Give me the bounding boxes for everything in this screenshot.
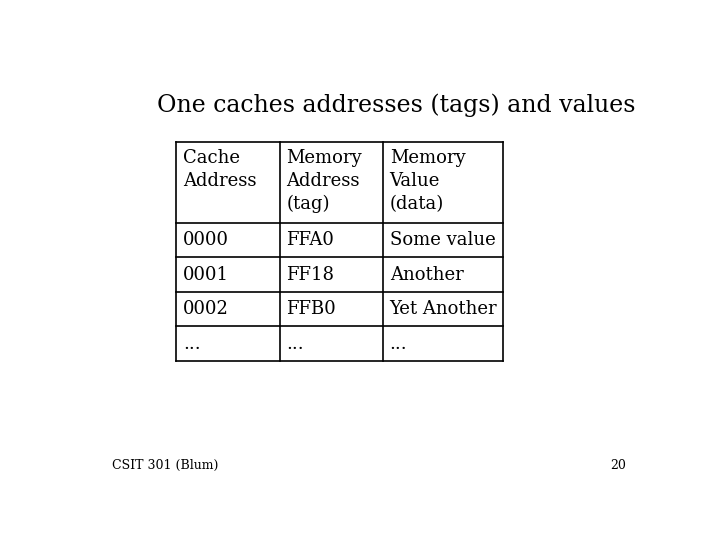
Text: FF18: FF18 (287, 266, 334, 284)
Text: Another: Another (390, 266, 464, 284)
Text: CSIT 301 (Blum): CSIT 301 (Blum) (112, 460, 219, 472)
Text: 0000: 0000 (183, 231, 229, 249)
Text: ...: ... (183, 335, 201, 353)
Text: Cache
Address: Cache Address (183, 149, 257, 190)
Text: 0001: 0001 (183, 266, 229, 284)
Text: Memory
Address
(tag): Memory Address (tag) (287, 149, 362, 213)
Text: ...: ... (287, 335, 304, 353)
Text: 20: 20 (610, 460, 626, 472)
Text: Memory
Value
(data): Memory Value (data) (390, 149, 465, 213)
Text: 0002: 0002 (183, 300, 229, 318)
Text: One caches addresses (tags) and values: One caches addresses (tags) and values (157, 94, 636, 117)
Text: Some value: Some value (390, 231, 495, 249)
Text: FFA0: FFA0 (287, 231, 334, 249)
Text: ...: ... (390, 335, 408, 353)
Text: Yet Another: Yet Another (390, 300, 498, 318)
Text: FFB0: FFB0 (287, 300, 336, 318)
